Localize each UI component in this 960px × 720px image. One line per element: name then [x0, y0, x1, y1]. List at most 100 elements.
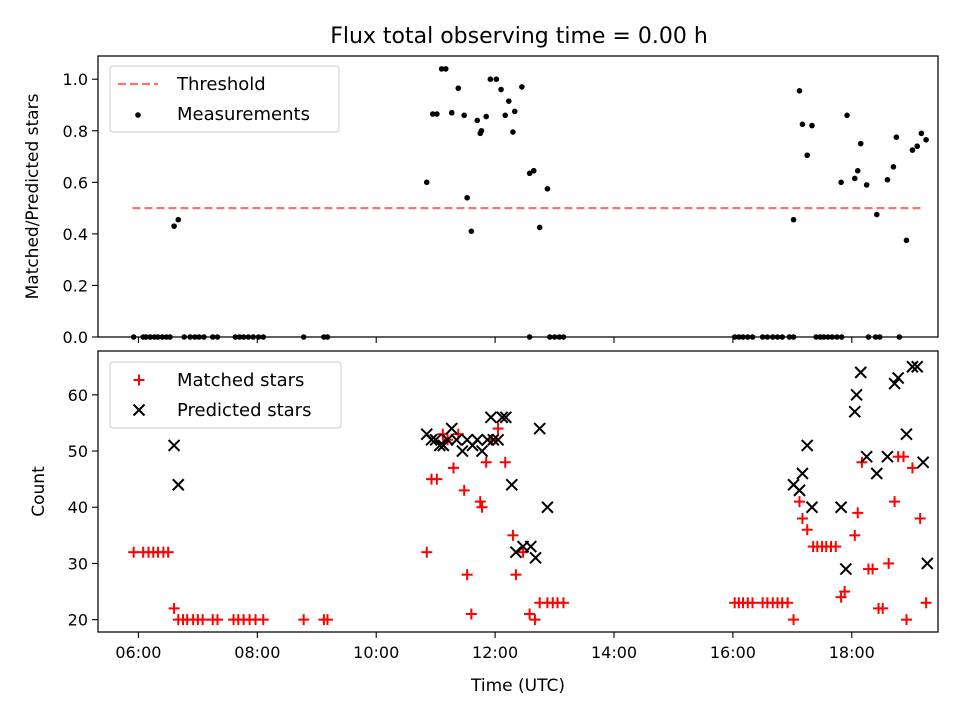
- predicted-star-point: [870, 467, 883, 480]
- measurement-point: [423, 179, 430, 186]
- measurement-point: [429, 111, 436, 117]
- measurement-point: [918, 130, 925, 137]
- matched-star-point: [128, 546, 140, 558]
- matched-star-point: [830, 541, 842, 553]
- measurement-point: [442, 66, 449, 72]
- measurement-point: [474, 117, 481, 124]
- ratio-axes-frame: [97, 55, 939, 338]
- matched-star-point: [461, 569, 473, 581]
- predicted-star-point: [906, 360, 919, 373]
- measurement-point: [536, 224, 543, 231]
- measurement-point: [854, 167, 861, 174]
- measurement-point: [530, 167, 537, 174]
- measurement-point: [511, 108, 518, 115]
- y-tick-label: 0.6: [63, 173, 88, 192]
- matched-star-point: [476, 501, 488, 513]
- y-tick-label: 30: [68, 554, 88, 573]
- measurement-point: [519, 84, 525, 90]
- predicted-star-point: [496, 411, 509, 424]
- predicted-star-point: [437, 439, 450, 452]
- measurement-point: [505, 98, 512, 104]
- matched-star-point: [839, 586, 851, 598]
- counts-axes-frame: [97, 350, 939, 633]
- matched-star-point: [852, 507, 864, 519]
- matched-star-point: [211, 614, 223, 626]
- predicted-star-point: [471, 433, 484, 447]
- predicted-star-point: [499, 411, 513, 424]
- matched-star-point: [883, 557, 895, 569]
- predicted-star-point: [891, 371, 905, 385]
- matched-star-point: [474, 496, 486, 508]
- matched-star-point: [782, 597, 794, 609]
- matched-star-point: [920, 597, 932, 609]
- predicted-star-point: [167, 439, 181, 452]
- matched-star-point: [480, 456, 492, 468]
- measurement-point: [483, 113, 489, 120]
- counts-panel: 20 30 40 50 60 06:00 08:00 10:00 12:00 14:00 16:0…: [29, 350, 939, 696]
- predicted-star-point: [834, 501, 848, 514]
- matched-star-point: [877, 602, 889, 614]
- x-tick-label: 12:00: [472, 643, 518, 662]
- measurement-point: [804, 152, 811, 159]
- measurement-point: [438, 66, 445, 72]
- measurement-point: [544, 185, 551, 192]
- measurement-point: [909, 147, 916, 153]
- predicted-star-point: [533, 422, 546, 435]
- measurement-point: [873, 211, 880, 218]
- measurement-point: [171, 223, 177, 229]
- measurement-point: [510, 129, 516, 135]
- measurement-point: [498, 86, 504, 93]
- measurement-point: [863, 182, 870, 188]
- ratio-y-axis: 0.0 0.2 0.4 0.6 0.8 1.0: [63, 70, 98, 347]
- matched-star-point: [447, 462, 459, 474]
- predicted-star-point: [491, 433, 505, 447]
- legend-measurements-label: Measurements: [177, 104, 310, 125]
- legend-plus-marker: [133, 374, 145, 386]
- predicted-star-point: [541, 501, 554, 514]
- matched-star-point: [517, 546, 529, 558]
- ratio-legend-box: [109, 65, 340, 133]
- measurement-point: [851, 175, 858, 182]
- measurement-point: [487, 76, 494, 83]
- counts-legend: Matched stars Predicted stars: [109, 361, 342, 429]
- predicted-star-point: [916, 456, 930, 469]
- predicted-star-point: [484, 411, 498, 424]
- counts-y-axis: 20 30 40 50 60: [68, 386, 98, 630]
- measurement-point: [844, 112, 850, 119]
- predicted-star-point: [900, 427, 913, 441]
- matched-star-point: [257, 614, 269, 626]
- matched-star-point: [889, 496, 901, 508]
- predicted-star-point: [456, 444, 469, 458]
- matched-star-point: [197, 614, 209, 626]
- counts-legend-box: [109, 361, 342, 429]
- measurement-point: [903, 237, 910, 244]
- predicted-star-point: [910, 360, 924, 373]
- x-tick-label: 06:00: [115, 643, 161, 662]
- ratio-legend: Threshold Measurements: [109, 65, 340, 133]
- counts-y-axis-label: Count: [29, 466, 49, 517]
- legend-threshold-label: Threshold: [176, 74, 266, 95]
- measurement-point: [893, 134, 900, 141]
- predicted-star-point: [450, 433, 463, 447]
- x-axis-label: Time (UTC): [470, 676, 565, 696]
- matched-star-point: [510, 569, 522, 581]
- measurement-point: [175, 216, 182, 223]
- matched-star-point: [849, 529, 861, 541]
- predicted-star-point: [429, 433, 442, 447]
- matched-star-point: [835, 591, 847, 603]
- ratio-x-ticks: [137, 337, 853, 343]
- ratio-panel: 0.0 0.2 0.4 0.6 0.8 1.0 Matched/Predicted sta…: [23, 55, 939, 347]
- matched-star-point: [898, 451, 910, 463]
- predicted-star-point: [793, 484, 806, 497]
- predicted-star-point: [505, 478, 518, 491]
- predicted-star-point: [475, 444, 489, 458]
- predicted-star-point: [524, 540, 537, 553]
- y-tick-label: 60: [68, 386, 88, 405]
- measurement-point: [455, 85, 462, 92]
- matched-star-point: [557, 597, 569, 609]
- y-tick-label: 0.2: [63, 276, 88, 295]
- matched-star-point: [906, 462, 918, 474]
- predicted-star-point: [796, 467, 809, 480]
- y-tick-label: 0.4: [63, 225, 88, 244]
